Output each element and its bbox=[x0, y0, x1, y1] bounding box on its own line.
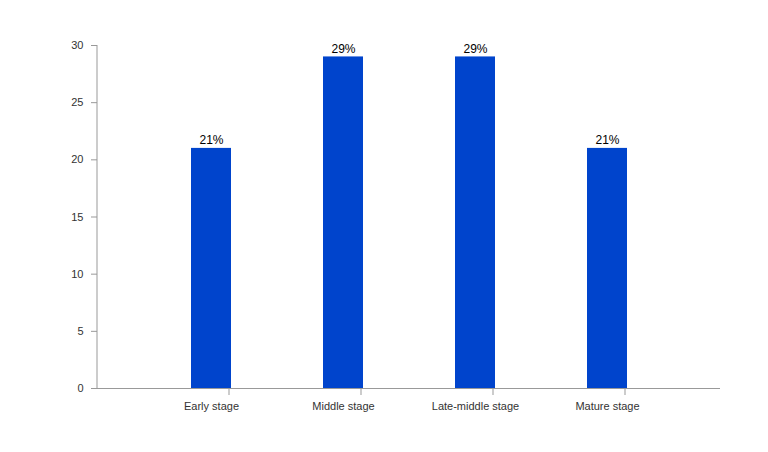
svg-text:15: 15 bbox=[71, 211, 83, 223]
svg-text:5: 5 bbox=[77, 325, 83, 337]
svg-text:Middle stage: Middle stage bbox=[312, 400, 374, 412]
svg-text:25: 25 bbox=[71, 96, 83, 108]
svg-text:20: 20 bbox=[71, 153, 83, 165]
svg-text:21%: 21% bbox=[595, 133, 619, 147]
svg-text:Late-middle stage: Late-middle stage bbox=[432, 400, 519, 412]
svg-text:0: 0 bbox=[77, 382, 83, 394]
svg-text:29%: 29% bbox=[331, 42, 355, 56]
svg-text:21%: 21% bbox=[199, 133, 223, 147]
svg-text:30: 30 bbox=[71, 39, 83, 51]
svg-text:29%: 29% bbox=[463, 42, 487, 56]
svg-text:10: 10 bbox=[71, 268, 83, 280]
svg-text:Mature stage: Mature stage bbox=[575, 400, 639, 412]
svg-text:Early stage: Early stage bbox=[184, 400, 239, 412]
